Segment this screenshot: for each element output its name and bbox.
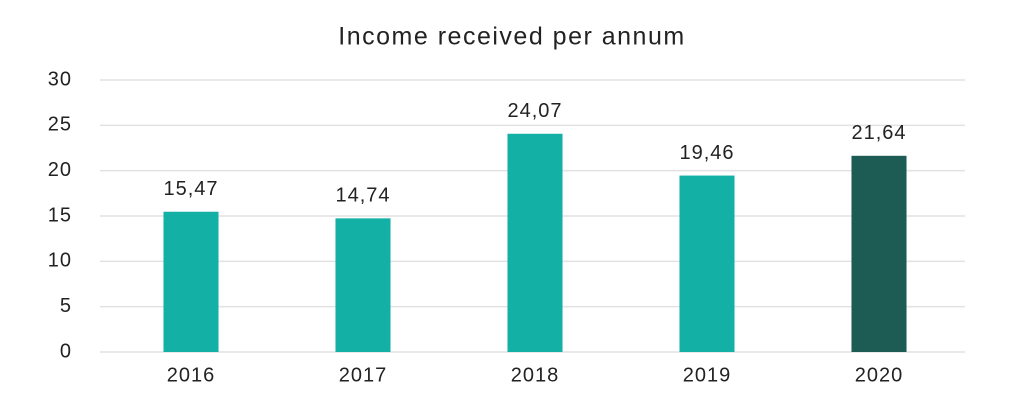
bar	[507, 133, 563, 352]
data-label: 14,74	[335, 185, 390, 207]
x-tick-label: 2019	[683, 364, 732, 386]
y-tick-label: 25	[48, 114, 72, 136]
y-tick-label: 30	[48, 68, 72, 90]
x-tick-label: 2017	[339, 364, 388, 386]
data-label: 15,47	[163, 178, 218, 200]
bar	[679, 175, 735, 352]
data-label: 19,46	[679, 142, 734, 164]
bar	[163, 211, 219, 352]
y-tick-label: 5	[60, 295, 72, 317]
x-tick-label: 2018	[511, 364, 560, 386]
x-tick-label: 2020	[855, 364, 904, 386]
x-tick-label: 2016	[167, 364, 216, 386]
chart-title: Income received per annum	[338, 23, 685, 51]
data-label: 24,07	[507, 100, 562, 122]
bar	[851, 155, 907, 352]
y-tick-label: 20	[48, 159, 72, 181]
data-label: 21,64	[851, 122, 906, 144]
y-tick-label: 15	[48, 204, 72, 226]
bar	[335, 218, 391, 352]
y-tick-label: 10	[48, 250, 72, 272]
y-tick-label: 0	[60, 340, 72, 362]
